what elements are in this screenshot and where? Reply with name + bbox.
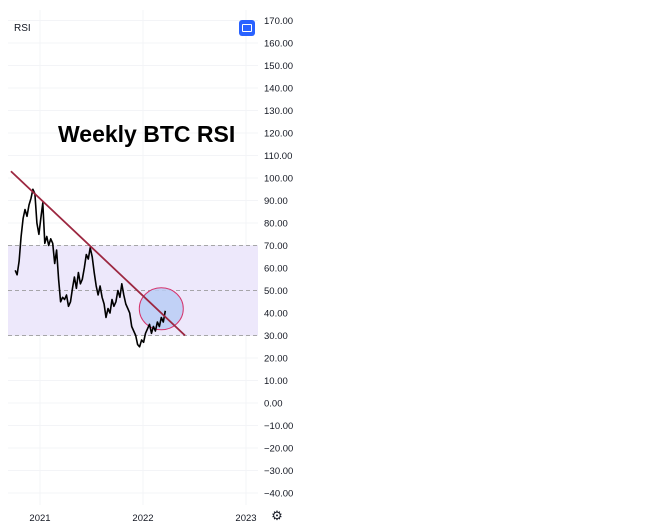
- y-tick-label: 110.00: [264, 151, 292, 162]
- y-tick-label: 70.00: [264, 241, 288, 252]
- y-tick-label: −30.00: [264, 466, 293, 477]
- y-tick-label: −40.00: [264, 489, 293, 500]
- x-tick-label: 2021: [29, 513, 50, 524]
- x-tick-label: 2022: [132, 513, 153, 524]
- y-tick-label: 30.00: [264, 331, 288, 342]
- y-tick-label: 170.00: [264, 16, 293, 27]
- y-tick-label: −10.00: [264, 421, 293, 432]
- y-tick-label: 140.00: [264, 84, 293, 95]
- x-tick-label: 2023: [235, 513, 256, 524]
- y-tick-label: −20.00: [264, 444, 293, 455]
- maximize-icon: [242, 24, 252, 32]
- y-tick-label: 80.00: [264, 219, 288, 230]
- breakout-highlight-circle: [139, 288, 183, 330]
- y-tick-label: 50.00: [264, 286, 288, 297]
- y-tick-label: 60.00: [264, 264, 288, 275]
- indicator-label: RSI: [14, 23, 31, 34]
- gear-icon[interactable]: ⚙: [270, 510, 284, 524]
- y-tick-label: 130.00: [264, 106, 293, 117]
- y-tick-label: 120.00: [264, 129, 293, 140]
- chart-title-annotation: Weekly BTC RSI: [58, 121, 235, 148]
- y-tick-label: 0.00: [264, 399, 283, 410]
- y-tick-label: 10.00: [264, 376, 288, 387]
- y-tick-label: 150.00: [264, 61, 293, 72]
- y-tick-label: 90.00: [264, 196, 288, 207]
- maximize-button[interactable]: [239, 20, 255, 36]
- y-tick-label: 160.00: [264, 39, 293, 50]
- y-tick-label: 40.00: [264, 309, 288, 320]
- y-tick-label: 100.00: [264, 174, 293, 185]
- y-tick-label: 20.00: [264, 354, 288, 365]
